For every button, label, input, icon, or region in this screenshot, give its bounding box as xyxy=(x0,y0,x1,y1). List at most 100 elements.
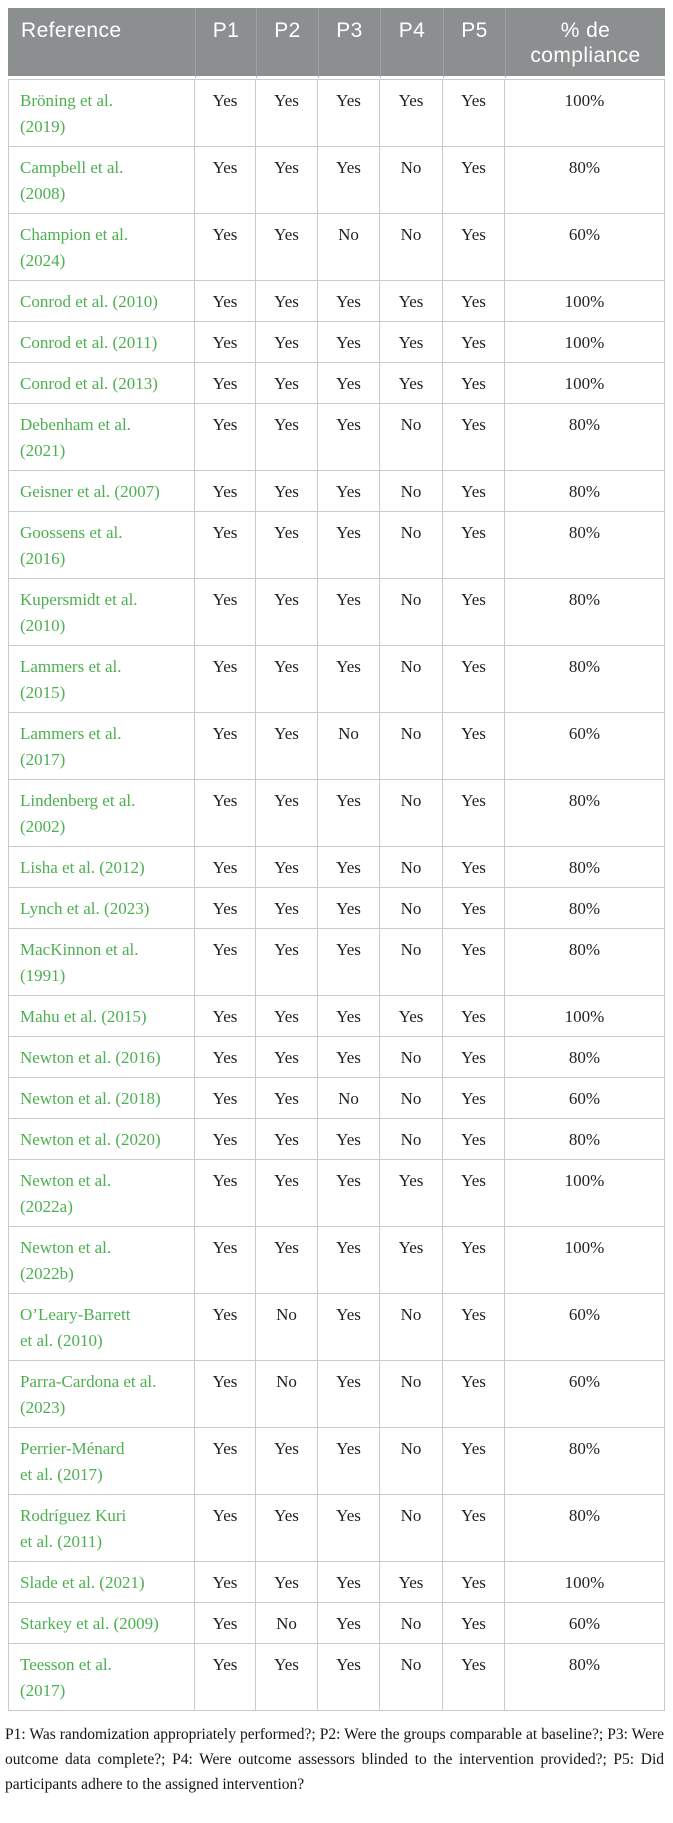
table-row: Kupersmidt et al. (2010) Yes Yes Yes No Yes 80… xyxy=(8,579,665,647)
table-row: Rodríguez Kuri et al. (2011) Yes Yes Yes No Y… xyxy=(8,1495,665,1563)
p4-value-cell: No xyxy=(380,147,443,215)
reference-link[interactable]: Slade et al. (2021) xyxy=(20,1573,145,1593)
compliance-value-cell: 100% xyxy=(505,996,665,1038)
p2-value-cell: No xyxy=(256,1361,318,1429)
reference-link[interactable]: Conrod et al. (2010) xyxy=(20,292,158,312)
reference-cell: Teesson et al. (2017) xyxy=(8,1644,195,1712)
p4-value-cell: Yes xyxy=(380,363,443,405)
p2-value-cell: No xyxy=(256,1603,318,1645)
reference-link[interactable]: Champion et al. (2024) xyxy=(20,225,129,271)
p4-value-cell: Yes xyxy=(380,281,443,323)
reference-link[interactable]: Bröning et al. (2019) xyxy=(20,91,114,137)
reference-link[interactable]: Debenham et al. (2021) xyxy=(20,415,131,461)
compliance-value-cell: 80% xyxy=(505,512,665,580)
reference-link[interactable]: Conrod et al. (2013) xyxy=(20,374,158,394)
p3-value-cell: Yes xyxy=(318,996,380,1038)
reference-link[interactable]: MacKinnon et al. (1991) xyxy=(20,940,139,986)
reference-link[interactable]: Newton et al. (2018) xyxy=(20,1089,161,1109)
reference-cell: Goossens et al. (2016) xyxy=(8,512,195,580)
compliance-value-cell: 80% xyxy=(505,1428,665,1496)
reference-cell: Newton et al. (2016) xyxy=(8,1037,195,1079)
p3-value-cell: Yes xyxy=(318,79,380,148)
compliance-value-cell: 60% xyxy=(505,1603,665,1645)
reference-link[interactable]: Kupersmidt et al. (2010) xyxy=(20,590,138,636)
p2-value-cell: Yes xyxy=(256,512,318,580)
reference-link[interactable]: Newton et al. (2020) xyxy=(20,1130,161,1150)
p4-value-cell: No xyxy=(380,713,443,781)
reference-link[interactable]: Lynch et al. (2023) xyxy=(20,899,150,919)
reference-link[interactable]: Goossens et al. (2016) xyxy=(20,523,123,569)
p1-value-cell: Yes xyxy=(195,404,256,472)
reference-link[interactable]: Rodríguez Kuri et al. (2011) xyxy=(20,1506,127,1552)
table-row: Goossens et al. (2016) Yes Yes Yes No Yes 80% xyxy=(8,512,665,580)
reference-link[interactable]: Mahu et al. (2015) xyxy=(20,1007,147,1027)
reference-cell: Conrod et al. (2010) xyxy=(8,281,195,323)
reference-link[interactable]: Newton et al. (2022a) xyxy=(20,1171,112,1217)
p3-value-cell: Yes xyxy=(318,929,380,997)
p4-value-cell: No xyxy=(380,1294,443,1362)
reference-link[interactable]: Newton et al. (2016) xyxy=(20,1048,161,1068)
reference-link[interactable]: O’Leary-Barrett et al. (2010) xyxy=(20,1305,131,1351)
compliance-value-cell: 100% xyxy=(505,281,665,323)
header-p5: P5 xyxy=(443,8,505,80)
reference-link[interactable]: Campbell et al. (2008) xyxy=(20,158,124,204)
p4-value-cell: No xyxy=(380,471,443,513)
reference-link[interactable]: Newton et al. (2022b) xyxy=(20,1238,112,1284)
reference-cell: O’Leary-Barrett et al. (2010) xyxy=(8,1294,195,1362)
reference-link[interactable]: Geisner et al. (2007) xyxy=(20,482,160,502)
p4-value-cell: No xyxy=(380,888,443,930)
table-row: Lammers et al. (2017) Yes Yes No No Yes 60% xyxy=(8,713,665,781)
p4-value-cell: No xyxy=(380,646,443,714)
compliance-value-cell: 80% xyxy=(505,471,665,513)
reference-link[interactable]: Starkey et al. (2009) xyxy=(20,1614,159,1634)
reference-link[interactable]: Lisha et al. (2012) xyxy=(20,858,145,878)
p2-value-cell: Yes xyxy=(256,404,318,472)
p2-value-cell: Yes xyxy=(256,780,318,848)
reference-link[interactable]: Parra-Cardona et al. (2023) xyxy=(20,1372,157,1418)
p1-value-cell: Yes xyxy=(195,929,256,997)
p2-value-cell: Yes xyxy=(256,888,318,930)
p3-value-cell: Yes xyxy=(318,579,380,647)
p3-value-cell: Yes xyxy=(318,1361,380,1429)
p3-value-cell: Yes xyxy=(318,1227,380,1295)
compliance-table: Reference P1 P2 P3 P4 P5 % de compliance… xyxy=(8,8,665,1712)
table-row: Perrier-Ménard et al. (2017) Yes Yes Yes No Y… xyxy=(8,1428,665,1496)
reference-cell: Bröning et al. (2019) xyxy=(8,79,195,148)
p5-value-cell: Yes xyxy=(443,646,505,714)
reference-link[interactable]: Lindenberg et al. (2002) xyxy=(20,791,136,837)
compliance-value-cell: 100% xyxy=(505,1562,665,1604)
table-row: Conrod et al. (2010) Yes Yes Yes Yes Yes 100% xyxy=(8,281,665,323)
p5-value-cell: Yes xyxy=(443,1227,505,1295)
p2-value-cell: Yes xyxy=(256,147,318,215)
p2-value-cell: Yes xyxy=(256,1227,318,1295)
p1-value-cell: Yes xyxy=(195,1644,256,1712)
p2-value-cell: Yes xyxy=(256,713,318,781)
p2-value-cell: Yes xyxy=(256,1495,318,1563)
table-row: Conrod et al. (2013) Yes Yes Yes Yes Yes 100% xyxy=(8,363,665,405)
reference-cell: Geisner et al. (2007) xyxy=(8,471,195,513)
p4-value-cell: No xyxy=(380,1428,443,1496)
compliance-value-cell: 60% xyxy=(505,214,665,282)
table-row: Parra-Cardona et al. (2023) Yes No Yes No Yes… xyxy=(8,1361,665,1429)
reference-link[interactable]: Teesson et al. (2017) xyxy=(20,1655,112,1701)
p3-value-cell: Yes xyxy=(318,1037,380,1079)
table-row: Slade et al. (2021) Yes Yes Yes Yes Yes 100% xyxy=(8,1562,665,1604)
p1-value-cell: Yes xyxy=(195,713,256,781)
reference-cell: Lammers et al. (2017) xyxy=(8,713,195,781)
compliance-value-cell: 100% xyxy=(505,1160,665,1228)
reference-link[interactable]: Lammers et al. (2017) xyxy=(20,724,122,770)
reference-link[interactable]: Perrier-Ménard et al. (2017) xyxy=(20,1439,125,1485)
reference-cell: Newton et al. (2022b) xyxy=(8,1227,195,1295)
p4-value-cell: No xyxy=(380,1119,443,1161)
p1-value-cell: Yes xyxy=(195,1294,256,1362)
p4-value-cell: Yes xyxy=(380,1160,443,1228)
compliance-value-cell: 100% xyxy=(505,363,665,405)
reference-link[interactable]: Lammers et al. (2015) xyxy=(20,657,122,703)
compliance-value-cell: 80% xyxy=(505,929,665,997)
p3-value-cell: Yes xyxy=(318,1495,380,1563)
reference-link[interactable]: Conrod et al. (2011) xyxy=(20,333,158,353)
reference-cell: Lisha et al. (2012) xyxy=(8,847,195,889)
reference-cell: Champion et al. (2024) xyxy=(8,214,195,282)
p5-value-cell: Yes xyxy=(443,1294,505,1362)
